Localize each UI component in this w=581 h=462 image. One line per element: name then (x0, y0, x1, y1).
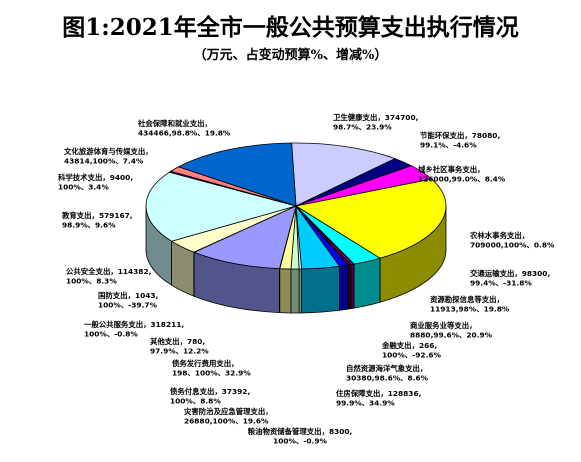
slice---side (279, 268, 292, 314)
data-label: 粮油物资储备管理支出，8300, 100%、-0.9% (248, 427, 353, 446)
slice---side (339, 264, 349, 311)
data-label: 一般公共服务支出，318211, 100%、-0.8% (84, 320, 184, 339)
slice-- (294, 178, 447, 259)
data-label: 国防支出，1043, 100%、-39.7% (98, 291, 159, 310)
slice---side (353, 257, 381, 309)
chart-subtitle: （万元、占变动预算%、增减%） (193, 48, 388, 63)
data-label: 农林水事务支出， 709000,100%、0.8% (469, 231, 555, 250)
data-label: 住房保障支出，128836, 99.9%、34.9% (336, 389, 422, 408)
data-label: 社会保障和就业支出， 434466,98.8%、19.8% (137, 119, 231, 138)
data-label: 其他支出，780, 97.9%、12.2% (150, 337, 209, 356)
data-label: 自然资源海洋气象支出， 30380,98.6%、8.6% (346, 364, 429, 383)
data-label: 债务付息支出，37392, 100%、8.8% (170, 387, 250, 406)
data-label: 交通运输支出，98300, 99.4%、-31.8% (470, 269, 550, 288)
slice---side (301, 265, 340, 314)
data-label: 债务发行费用支出， 198、100%、32.9% (172, 359, 251, 378)
slice-- (145, 171, 298, 242)
slice---side (350, 263, 355, 310)
data-label: 教育支出，579167, 98.9%、9.6% (61, 211, 133, 230)
data-label: 商业服务业等支出， 8880,99.6%、20.9% (410, 321, 493, 340)
data-label: 卫生健康支出，374700, 98.7%、23.9% (333, 113, 419, 132)
slice---side (290, 268, 300, 314)
data-label: 城乡社区事务支出， 126000,99.0%、8.4% (418, 165, 506, 184)
data-label: 灾害防治及应急管理支出， 26880,100%、19.6% (184, 407, 273, 426)
slice-- (193, 205, 297, 270)
data-label: 公共安全支出，114382, 100%、8.3% (66, 267, 152, 286)
data-label: 文化旅游体育与传媒支出， 43814,100%、7.4% (64, 147, 153, 166)
data-label: 科学技术支出，9400, 100%、3.4% (58, 173, 133, 192)
chart-title: 图1:2021年全市一般公共预算支出执行情况 (62, 14, 519, 41)
slice-- (177, 142, 297, 207)
data-label: 金融支出，266, 100%、-92.6% (381, 341, 442, 360)
data-label: 节能环保支出，78080, 99.1%、-4.6% (420, 131, 500, 150)
slice-- (291, 142, 396, 207)
data-label: 资源勘探信息等支出， 11913,98%、19.8% (430, 295, 510, 314)
